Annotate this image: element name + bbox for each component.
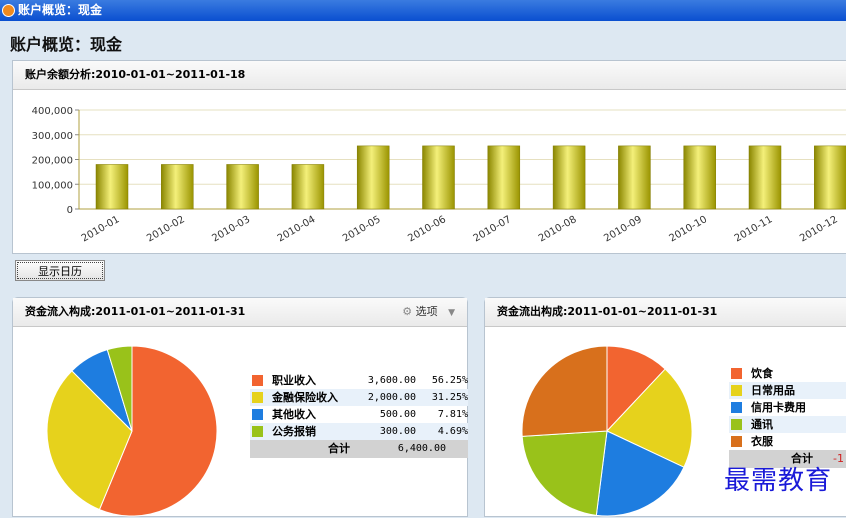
outflow-panel-title: 资金流出构成:2011-01-01~2011-01-31: [485, 298, 846, 327]
window-titlebar: 账户概览：现金: [0, 0, 846, 21]
x-tick-label: 2010-06: [406, 214, 448, 244]
legend-total-row: 合计 6,400.00: [250, 440, 468, 458]
bar: [95, 164, 129, 210]
inflow-pie-chart: [46, 345, 218, 517]
legend-value: 3,600.00: [367, 375, 416, 386]
pie-slice: [606, 345, 666, 433]
legend-swatch: [731, 419, 742, 430]
legend-label: 公务报销: [272, 425, 316, 438]
gear-icon: ⚙: [402, 305, 413, 318]
bar: [226, 164, 259, 210]
x-tick-label: 2010-11: [733, 214, 775, 244]
pie-slice: [521, 345, 608, 437]
legend-row: 其他收入 500.00 7.81%: [250, 406, 468, 423]
legend-row: 日常用品: [729, 382, 846, 399]
bar: [552, 145, 586, 210]
chevron-down-icon: ▼: [448, 308, 455, 318]
legend-swatch: [252, 392, 263, 403]
balance-panel: 账户余额分析:2010-01-01~2011-01-18 0 100,000 200…: [12, 60, 846, 254]
outflow-pie-chart: [521, 345, 693, 517]
y-tick-label: 200,000: [32, 156, 73, 167]
legend-row: 公务报销 300.00 4.69%: [250, 423, 468, 440]
legend-total-row: 合计 -1: [729, 450, 846, 468]
legend-swatch: [731, 402, 742, 413]
x-tick-label: 2010-08: [537, 214, 579, 244]
bar: [814, 145, 846, 210]
legend-label: 通讯: [751, 418, 773, 431]
outflow-panel: 资金流出构成:2011-01-01~2011-01-31 饮食日常用品信用卡费用…: [484, 297, 846, 517]
legend-percent: 56.25%: [431, 375, 468, 386]
balance-panel-title: 账户余额分析:2010-01-01~2011-01-18: [13, 61, 846, 90]
bar: [356, 145, 390, 210]
pie-slice: [46, 370, 133, 511]
x-tick-label: 2010-10: [668, 214, 710, 244]
inflow-panel: 资金流入构成:2011-01-01~2011-01-31 ⚙ 选项 ▼ 职业收入…: [12, 297, 468, 517]
show-calendar-button[interactable]: 显示日历: [15, 260, 105, 281]
y-tick-label: 300,000: [32, 131, 73, 142]
y-tick-label: 400,000: [32, 106, 73, 117]
legend-percent: 7.81%: [437, 409, 468, 420]
legend-value: 500.00: [379, 409, 416, 420]
legend-swatch: [252, 426, 263, 437]
bar: [683, 145, 716, 210]
bar: [422, 145, 455, 210]
legend-percent: 31.25%: [431, 392, 468, 403]
pie-slice: [521, 430, 608, 516]
y-tick-label: 100,000: [32, 180, 73, 191]
legend-row: 金融保险收入 2,000.00 31.25%: [250, 389, 468, 406]
bar: [618, 145, 651, 210]
legend-label: 职业收入: [272, 374, 316, 387]
legend-row: 饮食: [729, 365, 846, 382]
x-tick-label: 2010-12: [798, 214, 840, 244]
legend-label: 金融保险收入: [272, 391, 338, 404]
legend-swatch: [252, 409, 263, 420]
options-menu[interactable]: ⚙ 选项 ▼: [402, 305, 455, 318]
x-tick-label: 2010-02: [145, 214, 187, 244]
legend-label: 信用卡费用: [751, 401, 806, 414]
total-label: 合计: [791, 452, 813, 465]
total-value: -1: [833, 452, 844, 465]
legend-label: 饮食: [751, 367, 773, 380]
x-tick-label: 2010-05: [341, 214, 383, 244]
total-value: 6,400.00: [397, 443, 446, 454]
legend-swatch: [731, 436, 742, 447]
bar: [487, 145, 521, 210]
bar: [161, 164, 194, 210]
watermark: 最需教育: [724, 466, 833, 496]
bar: [291, 164, 325, 210]
page-title: 账户概览：现金: [10, 35, 123, 54]
total-label: 合计: [328, 442, 350, 455]
pie-slice: [106, 345, 133, 432]
legend-swatch: [252, 375, 263, 386]
legend-percent: 4.69%: [437, 426, 468, 437]
inflow-legend: 职业收入 3,600.00 56.25% 金融保险收入 2,000.00 31.25% 其他…: [250, 372, 468, 458]
legend-row: 信用卡费用: [729, 399, 846, 416]
legend-swatch: [731, 385, 742, 396]
bar: [748, 145, 782, 210]
inflow-panel-title: 资金流入构成:2011-01-01~2011-01-31: [25, 305, 246, 318]
x-tick-label: 2010-09: [602, 214, 644, 244]
x-tick-label: 2010-07: [472, 214, 514, 244]
legend-value: 2,000.00: [367, 392, 416, 403]
y-tick-label: 0: [67, 205, 73, 216]
legend-row: 衣服: [729, 433, 846, 450]
x-tick-label: 2010-04: [276, 214, 318, 244]
app-icon: [2, 4, 15, 17]
legend-row: 职业收入 3,600.00 56.25%: [250, 372, 468, 389]
legend-value: 300.00: [379, 426, 416, 437]
pie-slice: [606, 368, 693, 468]
legend-label: 衣服: [751, 435, 773, 448]
outflow-legend: 饮食日常用品信用卡费用通讯衣服合计 -1: [729, 365, 846, 468]
x-tick-label: 2010-01: [80, 214, 122, 244]
x-tick-label: 2010-03: [210, 214, 252, 244]
legend-label: 其他收入: [272, 408, 316, 421]
legend-row: 通讯: [729, 416, 846, 433]
legend-swatch: [731, 368, 742, 379]
legend-label: 日常用品: [751, 384, 795, 397]
balance-bar-chart: 0 100,000 200,000 300,000 400,000 2010-01 2010…: [32, 106, 846, 244]
window-title: 账户概览：现金: [18, 3, 103, 17]
